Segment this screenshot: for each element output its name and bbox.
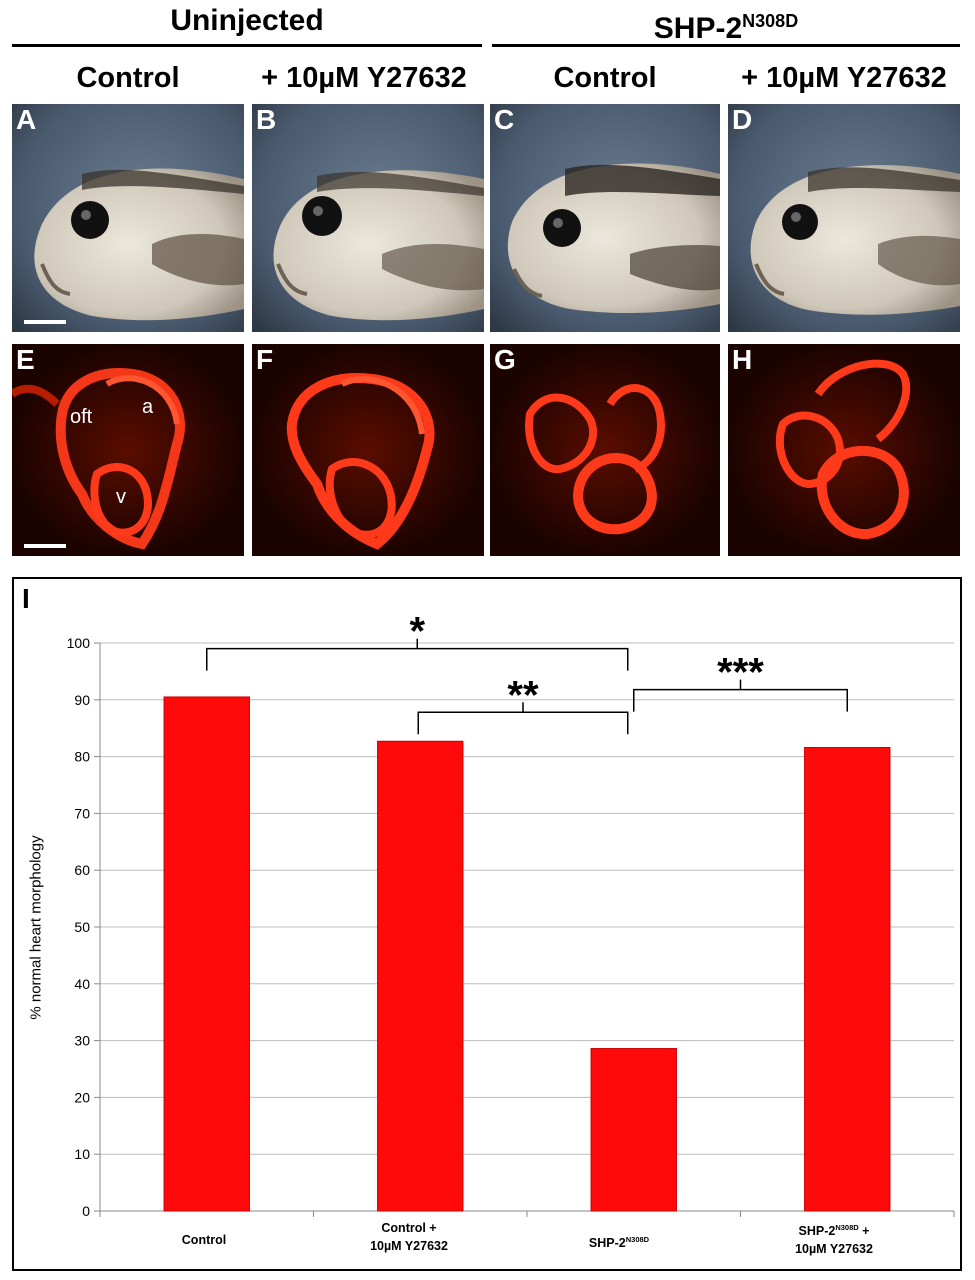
group-title-shp2: SHP-2N308D [492,2,960,45]
heart-label-atrium: a [142,396,154,418]
group-title-shp2-sup: N308D [742,11,799,31]
panel-f-heart-fluorescence: F [252,344,484,556]
panel-a-embryo-photo: A [12,104,244,332]
column-label-3: Control [553,62,657,94]
y-tick-label: 100 [67,635,91,651]
x-label-control: Control [181,1233,227,1247]
panel-letter-c: C [494,104,515,135]
panel-g-heart-fluorescence: G [490,344,720,556]
bar-3 [590,1048,677,1212]
panel-letter-g: G [494,344,516,375]
panel-d-embryo-photo: D [728,104,960,332]
panel-letter-e: E [16,344,35,375]
bar-1 [163,696,250,1212]
x-label-shp2: SHP-2N308D [588,1235,650,1251]
y-tick-label: 50 [74,919,90,935]
panel-letter-b: B [256,104,277,135]
x-label-shp2-sup: N308D [625,1235,650,1244]
group-title-shp2-base: SHP-2 [653,12,743,45]
group-title-uninjected: Uninjected [170,4,324,37]
column-label-4: + 10µM Y27632 [741,62,947,94]
significance-label: * [409,610,425,654]
panel-letter-h: H [732,344,753,375]
significance-label: ** [507,673,539,717]
panel-letter-f: F [256,344,274,375]
x-label-shp2-y27632-line2: 10µM Y27632 [795,1242,873,1257]
y-tick-label: 40 [74,976,90,992]
panel-letter-a: A [16,104,37,135]
panel-h-heart-fluorescence: H [728,344,960,556]
y-tick-label: 10 [74,1146,90,1162]
x-label-control-y27632: Control + 10µM Y27632 [344,1219,474,1255]
group-rule-uninjected [12,44,482,47]
significance-bracket [417,711,629,735]
heart-label-ventricle: v [116,486,126,508]
x-label-control-y27632-line1: Control + [381,1221,437,1235]
column-label-2: + 10µM Y27632 [261,62,467,94]
bar-2 [377,740,464,1212]
y-tick-label: 0 [82,1203,90,1219]
y-axis-title: % normal heart morphology [27,835,45,1020]
panel-c-embryo-photo: C [490,104,720,332]
y-tick-label: 80 [74,749,90,765]
heart-label-oft: oft [70,406,93,428]
group-rule-shp2 [492,44,960,47]
chart-panel: I 0 10 20 30 40 50 60 70 80 90 100 * ** *** Control C… [12,577,962,1271]
panel-b-embryo-photo: B [252,104,484,332]
panel-letter-i: I [22,583,30,614]
y-tick-label: 20 [74,1089,90,1105]
scale-bar-bottom [24,544,66,548]
y-tick-label: 30 [74,1033,90,1049]
column-label-1: Control [76,62,180,94]
y-tick-label: 60 [74,862,90,878]
significance-label: *** [717,651,764,695]
x-label-control-y27632-line2: 10µM Y27632 [370,1239,448,1253]
y-tick-label: 90 [74,692,90,708]
panel-letter-d: D [732,104,753,135]
bar-4 [804,747,891,1212]
scale-bar-top [24,320,66,324]
x-label-shp2-y27632-line1: SHP-2N308D + [798,1223,870,1239]
panel-e-heart-fluorescence: E oft a v [12,344,244,556]
y-tick-label: 70 [74,805,90,821]
x-label-shp2-y27632: SHP-2N308D + 10µM Y27632 [769,1219,899,1258]
